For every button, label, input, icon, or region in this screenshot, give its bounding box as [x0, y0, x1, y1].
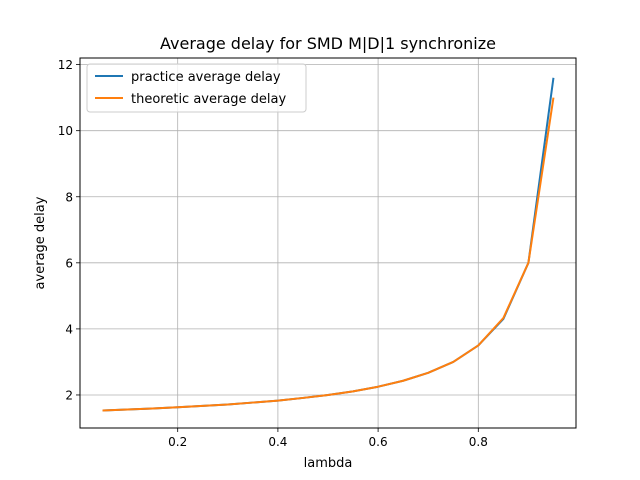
axis-ticks: 0.2 0.4 0.6 0.8 2 4 6 8 10 12	[58, 58, 488, 449]
legend-box	[86, 63, 307, 113]
series-line-1	[102, 97, 555, 412]
series-line-0	[102, 77, 555, 412]
y-tick-label: 10	[58, 124, 73, 138]
y-tick-label: 4	[65, 322, 73, 336]
series-lines	[102, 77, 555, 412]
x-tick-label: 0.2	[168, 435, 187, 449]
chart-title: Average delay for SMD M|D|1 synchronize	[160, 34, 496, 53]
x-tick-label: 0.8	[469, 435, 488, 449]
y-tick-label: 2	[65, 388, 73, 402]
y-axis-label: average delay	[33, 196, 48, 289]
grid	[80, 58, 576, 428]
legend: practice average delay theoretic average…	[86, 63, 307, 113]
legend-label-theoretic: theoretic average delay	[131, 92, 287, 107]
x-tick-label: 0.6	[369, 435, 388, 449]
plot-frame	[79, 57, 577, 429]
y-tick-label: 8	[65, 190, 73, 204]
legend-label-practice: practice average delay	[131, 70, 281, 85]
y-tick-label: 12	[58, 58, 73, 72]
y-tick-label: 6	[65, 256, 73, 270]
x-axis-label: lambda	[304, 456, 353, 471]
x-tick-label: 0.4	[268, 435, 287, 449]
